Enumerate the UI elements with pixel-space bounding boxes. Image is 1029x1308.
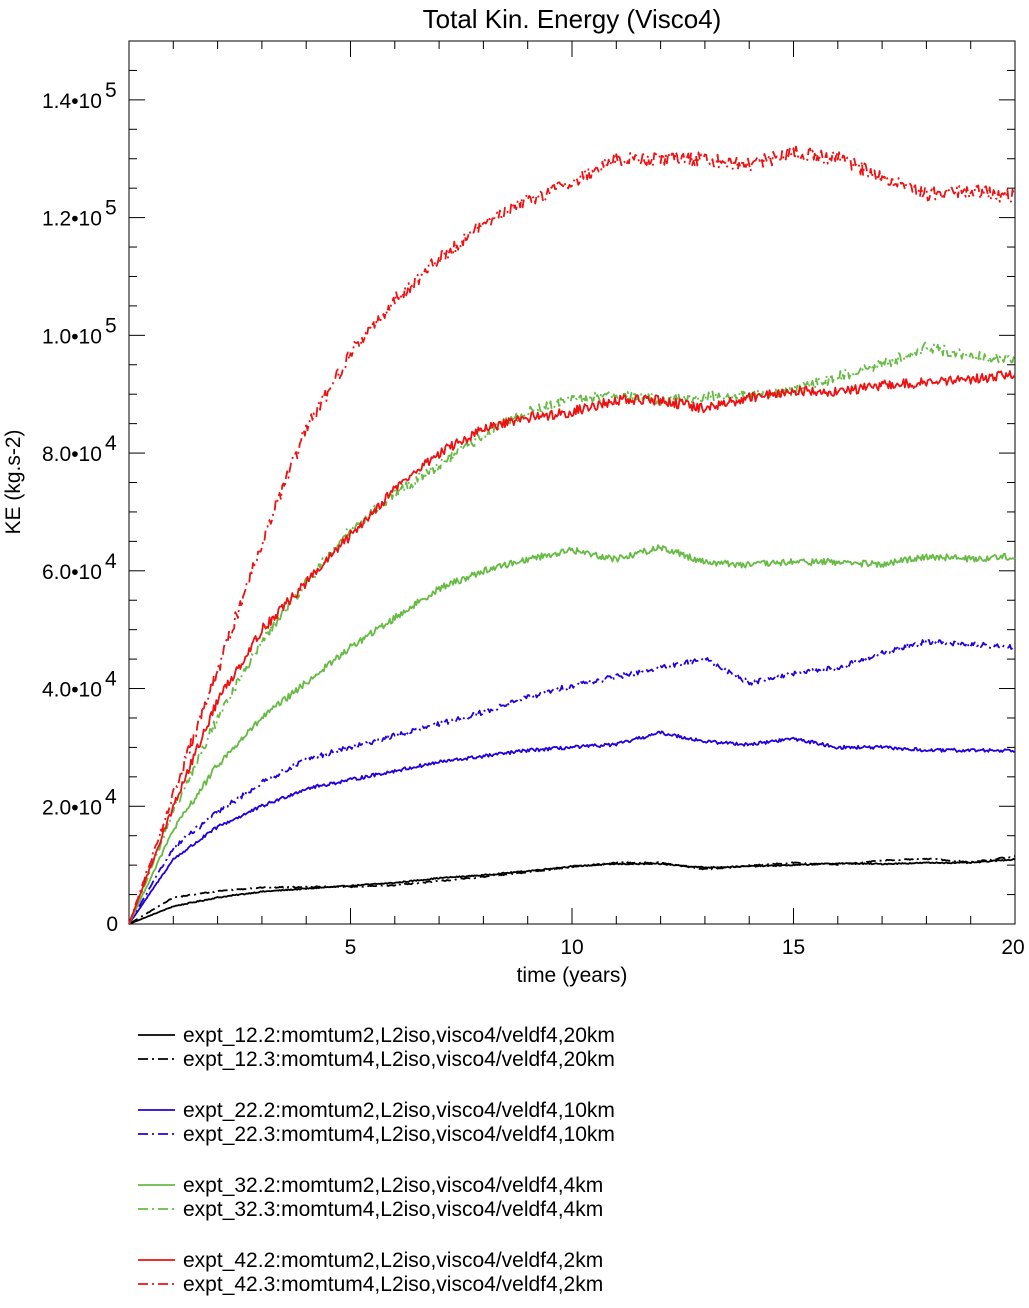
y-tick-exponent: 5 bbox=[105, 314, 117, 337]
y-tick-label: 2.0•10 bbox=[42, 796, 102, 819]
y-tick-label: 6.0•10 bbox=[42, 561, 102, 584]
y-tick-exponent: 4 bbox=[105, 785, 117, 808]
x-tick-label: 15 bbox=[782, 936, 805, 959]
y-tick-label: 1.4•10 bbox=[42, 90, 102, 113]
series-line-3 bbox=[128, 730, 1016, 925]
legend-label: expt_22.3:momtum4,L2iso,visco4/veldf4,10… bbox=[183, 1123, 615, 1146]
series-line-8 bbox=[128, 145, 1016, 925]
y-tick-label: 0 bbox=[106, 913, 118, 936]
y-axis-label: KE (kg.s-2) bbox=[2, 429, 25, 534]
y-tick-label: 4.0•10 bbox=[42, 679, 102, 702]
x-tick-label: 20 bbox=[1001, 936, 1024, 959]
y-tick-label: 1.0•10 bbox=[42, 325, 102, 348]
legend-label: expt_12.2:momtum2,L2iso,visco4/veldf4,20… bbox=[183, 1024, 615, 1047]
legend-label: expt_32.2:momtum2,L2iso,visco4/veldf4,4k… bbox=[183, 1174, 603, 1197]
series-line-2 bbox=[128, 855, 1016, 925]
y-tick-exponent: 4 bbox=[105, 432, 117, 455]
x-tick-label: 5 bbox=[345, 936, 357, 959]
series-line-1 bbox=[128, 857, 1016, 925]
chart-title: Total Kin. Energy (Visco4) bbox=[423, 4, 722, 34]
y-tick-exponent: 5 bbox=[105, 197, 117, 220]
legend: expt_12.2:momtum2,L2iso,visco4/veldf4,20… bbox=[138, 1024, 615, 1296]
y-tick-label: 1.2•10 bbox=[42, 208, 102, 231]
legend-label: expt_22.2:momtum2,L2iso,visco4/veldf4,10… bbox=[183, 1099, 615, 1122]
legend-label: expt_42.2:momtum2,L2iso,visco4/veldf4,2k… bbox=[183, 1249, 603, 1272]
series-line-7 bbox=[128, 370, 1016, 925]
y-tick-exponent: 5 bbox=[105, 79, 117, 102]
plot-frame bbox=[128, 40, 1016, 925]
legend-label: expt_12.3:momtum4,L2iso,visco4/veldf4,20… bbox=[183, 1048, 615, 1071]
series-line-4 bbox=[128, 638, 1016, 925]
x-tick-label: 10 bbox=[560, 936, 583, 959]
y-tick-label: 8.0•10 bbox=[42, 443, 102, 466]
legend-label: expt_32.3:momtum4,L2iso,visco4/veldf4,4k… bbox=[183, 1198, 603, 1221]
series-lines bbox=[128, 145, 1016, 925]
series-line-5 bbox=[128, 544, 1016, 925]
y-tick-exponent: 4 bbox=[105, 550, 117, 573]
y-tick-exponent: 4 bbox=[105, 668, 117, 691]
series-line-6 bbox=[128, 341, 1016, 925]
x-axis-label: time (years) bbox=[517, 964, 628, 987]
legend-label: expt_42.3:momtum4,L2iso,visco4/veldf4,2k… bbox=[183, 1273, 603, 1296]
